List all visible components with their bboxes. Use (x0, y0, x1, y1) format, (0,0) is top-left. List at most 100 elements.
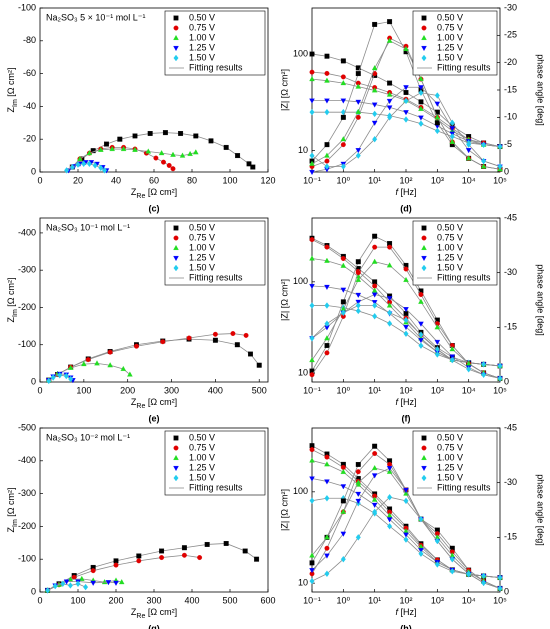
x-tick-label: 400 (208, 385, 223, 395)
marker (386, 466, 393, 472)
marker (324, 534, 330, 540)
marker (120, 365, 127, 371)
marker (355, 108, 362, 114)
marker (324, 302, 330, 309)
marker (309, 357, 315, 363)
marker (371, 502, 378, 508)
y-tick-label: -60 (23, 68, 36, 78)
marker (98, 164, 104, 172)
marker (234, 342, 240, 348)
y-tick-label: 10 (298, 578, 308, 588)
marker (340, 163, 346, 170)
x-tick-label: 10¹ (368, 385, 381, 395)
marker (434, 324, 441, 330)
marker (340, 468, 347, 474)
y-tick-label: -80 (23, 35, 36, 45)
legend-box (164, 430, 266, 496)
y2-tick-label: 0 (504, 376, 509, 386)
fit-line (48, 362, 131, 381)
marker (309, 568, 315, 574)
marker (355, 491, 362, 497)
marker (105, 580, 112, 586)
marker (136, 558, 142, 564)
x-axis-label-part: Z (131, 187, 137, 197)
legend-label: Fitting results (189, 482, 243, 492)
x-axis-label: f [Hz] (395, 607, 416, 617)
y-tick-label: -20 (23, 134, 36, 144)
marker (418, 89, 424, 96)
marker (309, 560, 315, 566)
marker (187, 150, 193, 156)
marker (386, 262, 393, 268)
marker (403, 266, 409, 272)
marker (372, 21, 378, 27)
marker (480, 163, 487, 169)
marker (497, 362, 503, 370)
y2-tick-label: -20 (504, 57, 517, 67)
y2-tick-label: -45 (504, 422, 517, 432)
legend-marker (173, 474, 179, 482)
marker (387, 244, 393, 250)
marker (449, 346, 456, 352)
legend-marker (421, 34, 427, 40)
marker (250, 164, 256, 170)
marker (324, 142, 330, 148)
marker (153, 155, 159, 161)
marker (449, 356, 455, 364)
marker (324, 570, 330, 578)
marker (386, 98, 393, 105)
y2-tick-label: -10 (504, 112, 517, 122)
marker (324, 163, 330, 170)
marker (193, 149, 199, 155)
legend-marker (173, 54, 179, 62)
marker (355, 99, 362, 105)
marker (387, 80, 393, 86)
fit-line (48, 338, 260, 381)
x-tick-label: 10⁰ (337, 175, 351, 185)
marker (120, 145, 127, 152)
marker (466, 141, 472, 148)
y-tick-label: -300 (18, 488, 36, 498)
legend-marker (173, 435, 179, 441)
y2-axis-label: phase angle [deg] (536, 264, 546, 336)
marker (497, 574, 503, 581)
x-tick-label: 10¹ (368, 175, 381, 185)
legend-label: 0.75 V (189, 442, 215, 452)
annotation: Na₂SO₃ 10⁻¹ mol L⁻¹ (46, 222, 130, 232)
marker (64, 167, 70, 174)
marker (212, 337, 218, 343)
marker (434, 345, 440, 353)
y-axis-label-part: [Ω cm²] (6, 277, 16, 309)
y2-tick-label: -15 (504, 322, 517, 332)
marker (403, 97, 409, 105)
marker (465, 148, 472, 154)
legend-label: 0.50 V (189, 432, 215, 442)
legend-marker (421, 474, 427, 482)
marker (101, 579, 108, 585)
marker (134, 343, 139, 349)
marker (418, 99, 424, 105)
x-tick-label: 120 (260, 175, 275, 185)
y-tick-label: 100 (293, 486, 308, 496)
panel-label: (c) (149, 203, 160, 213)
x-axis-label: ZRe [Ω cm²] (131, 607, 177, 620)
marker (434, 114, 441, 120)
legend-label: Fitting results (437, 62, 491, 72)
marker (340, 498, 346, 504)
marker (309, 255, 315, 261)
x-tick-label: 0 (37, 385, 42, 395)
x-axis-label: ZRe [Ω cm²] (131, 187, 177, 200)
y-axis-label: |Z| [Ω cm²] (279, 279, 289, 321)
legend-box (164, 220, 266, 286)
x-axis-label-part: f (395, 397, 399, 407)
y-tick-label: -500 (18, 422, 36, 432)
y-tick-label: -100 (18, 2, 36, 12)
marker (309, 51, 315, 57)
marker (98, 146, 104, 152)
legend-label: Fitting results (189, 272, 243, 282)
marker (386, 296, 393, 302)
marker (403, 90, 409, 95)
marker (371, 465, 378, 471)
marker (355, 292, 362, 298)
marker (309, 577, 315, 585)
